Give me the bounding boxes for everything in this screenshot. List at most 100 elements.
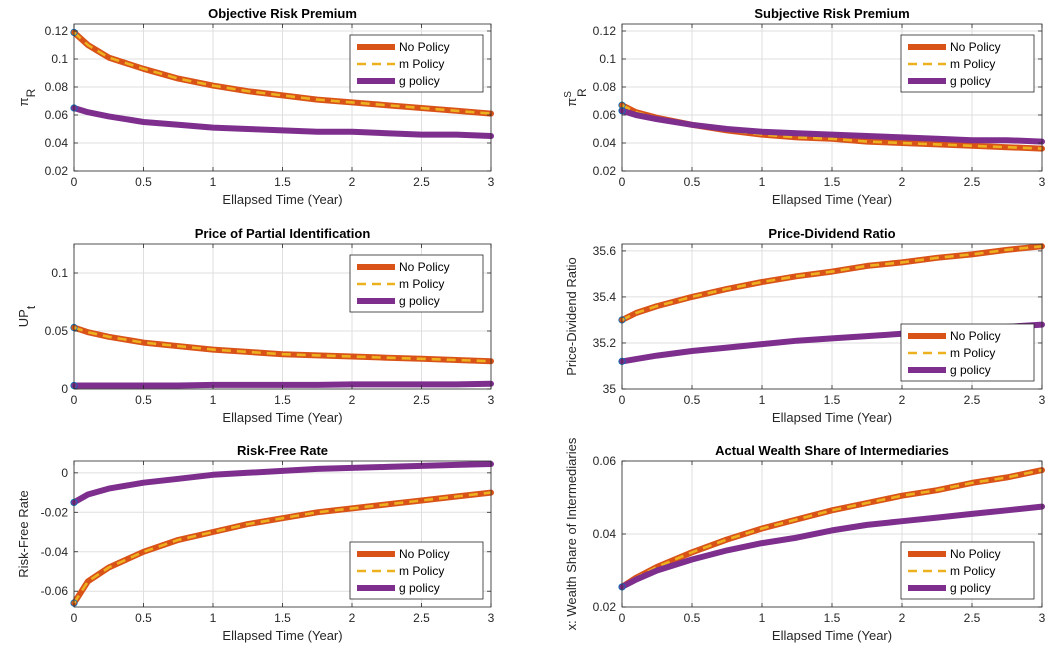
x-tick-label: 0 — [619, 175, 626, 189]
x-tick-label: 2.5 — [964, 611, 981, 625]
y-tick-label: 0.1 — [51, 52, 68, 66]
y-tick-label: 0.06 — [593, 454, 617, 468]
y-axis-label-main: π — [564, 98, 579, 107]
legend: No Policy m Policy g policy — [900, 541, 1035, 600]
x-tick-label: 2 — [349, 393, 356, 407]
legend: No Policy m Policy g policy — [900, 34, 1035, 93]
subplot-2: 0 0.5 1 1.5 2 2.5 3 0 0.05 0.1 Price of Partial Id… — [16, 226, 495, 425]
x-tick-label: 3 — [488, 611, 495, 625]
y-axis-label: UPt — [16, 305, 38, 327]
legend-label: m Policy — [399, 57, 444, 71]
x-tick-label: 1 — [759, 175, 766, 189]
legend-label: m Policy — [399, 564, 444, 578]
y-tick-label: 35 — [603, 382, 617, 396]
series-line-m-policy — [621, 468, 1043, 588]
x-tick-label: 3 — [1039, 175, 1046, 189]
y-axis-label: Price-Dividend Ratio — [564, 257, 579, 376]
x-tick-label: 1.5 — [274, 175, 291, 189]
y-axis-label-main: x: Wealth Share of Intermediaries — [564, 437, 579, 630]
x-tick-label: 2.5 — [413, 611, 430, 625]
legend: No Policy m Policy g policy — [349, 34, 484, 93]
x-tick-label: 0 — [619, 393, 626, 407]
chart-title: Subjective Risk Premium — [754, 6, 909, 21]
x-tick-label: 0.5 — [684, 175, 701, 189]
legend-label: g policy — [950, 363, 991, 377]
y-axis-label-main: Price-Dividend Ratio — [564, 257, 579, 376]
series-line-g-policy — [619, 503, 1045, 590]
chart-title: Objective Risk Premium — [208, 6, 357, 21]
x-tick-label: 1 — [210, 393, 217, 407]
x-tick-label: 3 — [488, 175, 495, 189]
legend: No Policy m Policy g policy — [349, 541, 484, 600]
y-axis-label: πR — [16, 88, 38, 106]
x-tick-label: 0 — [71, 393, 78, 407]
chart-title: Risk-Free Rate — [237, 443, 328, 458]
y-tick-label: 0.04 — [593, 136, 617, 150]
legend-label: No Policy — [399, 547, 450, 561]
y-axis-label: x: Wealth Share of Intermediaries — [564, 437, 579, 630]
y-axis-label-sub: R — [24, 88, 38, 97]
y-axis-label-main: π — [16, 97, 31, 106]
y-tick-label: 0.04 — [45, 136, 69, 150]
y-axis-label: πS R — [563, 88, 590, 107]
subplot-3: 0 0.5 1 1.5 2 2.5 3 35 35.2 35.4 35.6 Price-Dividen… — [564, 226, 1046, 425]
series-line-g-policy — [71, 461, 494, 506]
x-tick-label: 2 — [349, 611, 356, 625]
x-tick-label: 2.5 — [964, 175, 981, 189]
x-tick-label: 2.5 — [413, 175, 430, 189]
legend: No Policy m Policy g policy — [900, 323, 1035, 382]
series-line-m-policy — [73, 31, 492, 115]
y-axis-label: Risk-Free Rate — [16, 490, 31, 577]
legend-label: No Policy — [950, 329, 1001, 343]
x-tick-label: 2.5 — [964, 393, 981, 407]
y-tick-label: 0.06 — [593, 108, 617, 122]
y-tick-label: 0.12 — [593, 24, 617, 38]
subplot-0: 0 0.5 1 1.5 2 2.5 3 0.02 0.04 0.06 0.08 0.1 0.12 Obje… — [16, 6, 495, 207]
y-tick-label: 0.02 — [45, 164, 69, 178]
x-axis-label: Ellapsed Time (Year) — [772, 628, 892, 643]
series-line-no-policy — [71, 324, 494, 365]
y-tick-label: -0.02 — [41, 505, 69, 519]
y-axis-label-main: UP — [16, 309, 31, 327]
y-tick-label: 0.12 — [45, 24, 69, 38]
x-axis-label: Ellapsed Time (Year) — [772, 192, 892, 207]
series-line-m-policy — [72, 491, 492, 604]
chart-title: Actual Wealth Share of Intermediaries — [715, 443, 949, 458]
x-axis-label: Ellapsed Time (Year) — [772, 410, 892, 425]
x-tick-label: 0 — [71, 611, 78, 625]
x-axis-label: Ellapsed Time (Year) — [222, 410, 342, 425]
series-line-g-policy — [71, 380, 494, 389]
y-tick-label: 0.02 — [593, 164, 617, 178]
y-tick-label: 0 — [61, 466, 68, 480]
series-line-g-policy — [71, 105, 494, 139]
y-tick-label: 0.1 — [599, 52, 616, 66]
x-tick-label: 2 — [899, 175, 906, 189]
legend-label: No Policy — [950, 547, 1001, 561]
y-tick-label: 0.02 — [593, 600, 617, 614]
x-tick-label: 3 — [1039, 611, 1046, 625]
x-axis-label: Ellapsed Time (Year) — [222, 628, 342, 643]
x-tick-label: 3 — [1039, 393, 1046, 407]
y-axis-label-sup: S — [563, 91, 574, 98]
y-tick-label: 0.05 — [45, 324, 69, 338]
legend-label: g policy — [950, 581, 991, 595]
y-tick-label: 0.06 — [45, 108, 69, 122]
x-tick-label: 0.5 — [684, 611, 701, 625]
x-tick-label: 1 — [210, 611, 217, 625]
x-tick-label: 1 — [210, 175, 217, 189]
subplot-5: 0 0.5 1 1.5 2 2.5 3 0.02 0.04 0.06 Actual Wealth S… — [564, 437, 1046, 643]
x-tick-label: 0.5 — [135, 175, 152, 189]
chart-title: Price of Partial Identification — [195, 226, 371, 241]
legend-label: g policy — [950, 74, 991, 88]
y-axis-label-sub: t — [24, 305, 38, 309]
x-tick-label: 2 — [899, 393, 906, 407]
x-tick-label: 1.5 — [824, 175, 841, 189]
legend-label: m Policy — [950, 346, 995, 360]
x-tick-label: 0.5 — [135, 393, 152, 407]
series-line-m-policy — [621, 104, 1043, 150]
chart-title: Price-Dividend Ratio — [768, 226, 895, 241]
subplot-4: 0 0.5 1 1.5 2 2.5 3 -0.06 -0.04 -0.02 0 Risk-Free R… — [16, 443, 495, 643]
y-axis-label-main: Risk-Free Rate — [16, 490, 31, 577]
x-tick-label: 1 — [759, 611, 766, 625]
